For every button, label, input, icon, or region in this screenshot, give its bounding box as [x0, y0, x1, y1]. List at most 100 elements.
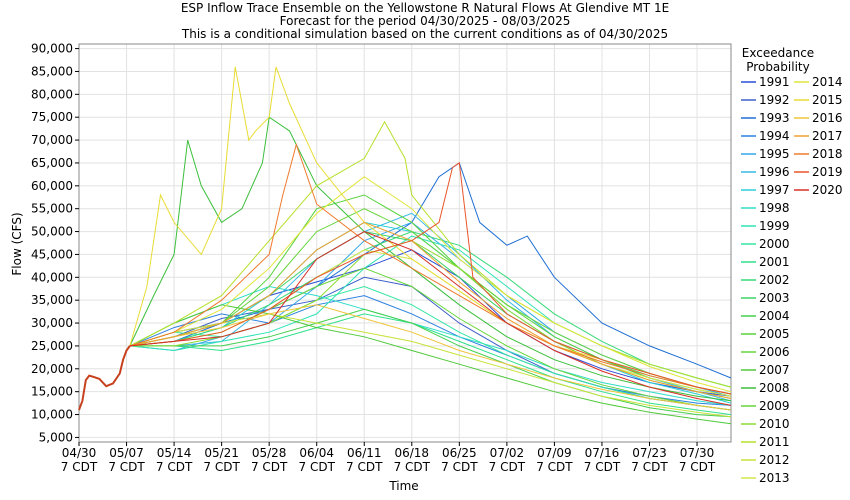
x-tick-timezone: 7 CDT — [156, 460, 193, 474]
y-axis: 5,000 10,000 15,000 20,000 25,000 30,000 35,00… — [31, 42, 79, 444]
legend-label-1994: 1994 — [759, 129, 790, 143]
legend-label-2020: 2020 — [812, 183, 843, 197]
chart-title-line-2: Forecast for the period 04/30/2025 - 08/… — [280, 14, 571, 28]
legend-label-2009: 2009 — [759, 399, 790, 413]
series-line-2012 — [129, 313, 732, 418]
legend-label-2014: 2014 — [812, 75, 843, 89]
legend-title: Exceedance — [742, 46, 814, 60]
y-axis-label: Flow (CFS) — [10, 212, 24, 275]
y-tick-label: 90,000 — [31, 42, 73, 56]
x-tick-timezone: 7 CDT — [584, 460, 621, 474]
x-tick-date: 05/28 — [252, 446, 287, 460]
plot-frame — [78, 43, 732, 443]
series-line-2015 — [129, 66, 732, 395]
x-tick-date: 05/21 — [204, 446, 239, 460]
y-tick-label: 75,000 — [31, 110, 73, 124]
legend-label-2012: 2012 — [759, 453, 790, 467]
series-line-2014 — [129, 176, 732, 393]
y-tick-label: 50,000 — [31, 225, 73, 239]
legend-label-2010: 2010 — [759, 417, 790, 431]
chart-title-line-3: This is a conditional simulation based o… — [181, 27, 668, 41]
x-tick-timezone: 7 CDT — [346, 460, 383, 474]
legend-label-2017: 2017 — [812, 129, 843, 143]
series-line-1998 — [129, 285, 732, 406]
legend-label-1992: 1992 — [759, 93, 790, 107]
y-tick-label: 85,000 — [31, 64, 73, 78]
legend-label-2004: 2004 — [759, 309, 790, 323]
chart-title: ESP Inflow Trace Ensemble on the Yellows… — [181, 1, 669, 41]
x-tick-date: 06/04 — [299, 446, 334, 460]
plot-border — [78, 43, 732, 443]
series-line-2001 — [129, 313, 732, 416]
x-tick-timezone: 7 CDT — [299, 460, 336, 474]
series-line-2020 — [129, 231, 732, 406]
x-tick-date: 07/09 — [537, 446, 572, 460]
series-line-2017 — [129, 221, 732, 399]
y-tick-label: 65,000 — [31, 156, 73, 170]
x-tick-timezone: 7 CDT — [631, 460, 668, 474]
legend-label-1997: 1997 — [759, 183, 790, 197]
series-line-2016 — [129, 304, 732, 411]
x-tick-timezone: 7 CDT — [441, 460, 478, 474]
y-tick-label: 70,000 — [31, 133, 73, 147]
legend-label-2018: 2018 — [812, 147, 843, 161]
legend-label-2006: 2006 — [759, 345, 790, 359]
x-tick-timezone: 7 CDT — [536, 460, 573, 474]
series-line-2019 — [129, 162, 732, 395]
x-tick-date: 04/30 — [62, 446, 97, 460]
x-tick-timezone: 7 CDT — [203, 460, 240, 474]
legend-subtitle: Probability — [746, 60, 809, 74]
x-tick-timezone: 7 CDT — [679, 460, 716, 474]
x-tick-timezone: 7 CDT — [251, 460, 288, 474]
legend-label-2001: 2001 — [759, 255, 790, 269]
x-tick-date: 06/11 — [347, 446, 382, 460]
legend-label-2015: 2015 — [812, 93, 843, 107]
legend-label-1995: 1995 — [759, 147, 790, 161]
series-line-2005 — [129, 194, 732, 397]
x-tick-date: 07/16 — [585, 446, 620, 460]
x-tick-timezone: 7 CDT — [108, 460, 145, 474]
legend-label-2008: 2008 — [759, 381, 790, 395]
series-line-2002 — [129, 231, 732, 388]
legend-label-1991: 1991 — [759, 75, 790, 89]
y-tick-label: 45,000 — [31, 247, 73, 261]
legend-label-2007: 2007 — [759, 363, 790, 377]
y-tick-label: 80,000 — [31, 87, 73, 101]
x-tick-date: 07/23 — [632, 446, 667, 460]
y-tick-label: 35,000 — [31, 293, 73, 307]
legend-label-1993: 1993 — [759, 111, 790, 125]
x-tick-date: 07/02 — [490, 446, 525, 460]
y-tick-label: 30,000 — [31, 316, 73, 330]
y-tick-label: 5,000 — [39, 430, 73, 444]
series-line-2007 — [129, 304, 732, 425]
chart-title-line-1: ESP Inflow Trace Ensemble on the Yellows… — [181, 1, 669, 15]
y-tick-label: 15,000 — [31, 385, 73, 399]
x-tick-timezone: 7 CDT — [489, 460, 526, 474]
legend-label-1999: 1999 — [759, 219, 790, 233]
y-tick-label: 20,000 — [31, 362, 73, 376]
series-line-1999 — [129, 235, 732, 388]
legend-label-2016: 2016 — [812, 111, 843, 125]
series-line-2009 — [129, 208, 732, 395]
legend-label-2019: 2019 — [812, 165, 843, 179]
x-tick-timezone: 7 CDT — [394, 460, 431, 474]
y-tick-label: 55,000 — [31, 202, 73, 216]
y-tick-label: 60,000 — [31, 179, 73, 193]
x-tick-date: 05/14 — [157, 446, 192, 460]
series-line-2008 — [129, 116, 732, 402]
observed-line — [78, 345, 131, 411]
y-tick-label: 40,000 — [31, 270, 73, 284]
y-tick-label: 25,000 — [31, 339, 73, 353]
x-tick-date: 06/25 — [442, 446, 477, 460]
legend-label-2002: 2002 — [759, 273, 790, 287]
series-layer — [78, 66, 732, 425]
legend-label-2005: 2005 — [759, 327, 790, 341]
x-axis-label: Time — [388, 479, 418, 493]
series-line-2011 — [129, 120, 732, 388]
legend-label-2000: 2000 — [759, 237, 790, 251]
legend-label-2013: 2013 — [759, 471, 790, 485]
x-tick-timezone: 7 CDT — [61, 460, 98, 474]
